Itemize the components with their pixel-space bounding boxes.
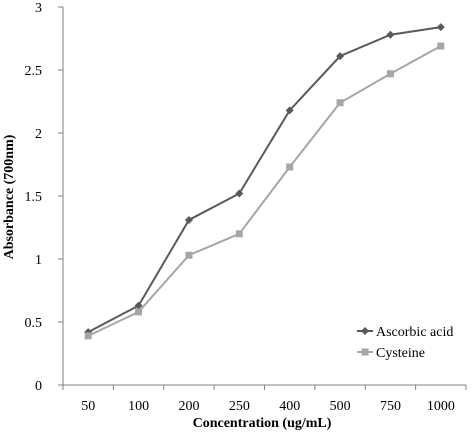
data-point-cysteine xyxy=(84,332,92,340)
x-tick-label: 1000 xyxy=(427,399,455,414)
x-tick-label: 500 xyxy=(330,399,351,414)
x-tick-label: 200 xyxy=(178,399,199,414)
data-point-cysteine xyxy=(235,230,243,238)
x-tick-label: 400 xyxy=(279,399,300,414)
series-ascorbic-acid xyxy=(84,23,445,337)
legend-item-cysteine: Cysteine xyxy=(357,346,425,361)
legend-label-ascorbic-acid: Ascorbic acid xyxy=(376,325,453,340)
x-axis-title: Concentration (ug/mL) xyxy=(193,416,332,431)
y-tick-label: 0.5 xyxy=(25,316,43,331)
y-axis-title: Absorbance (700nm) xyxy=(2,134,17,259)
data-point-ascorbic-acid xyxy=(336,52,345,61)
x-tick-label: 250 xyxy=(229,399,250,414)
data-point-cysteine xyxy=(437,42,445,50)
data-point-cysteine xyxy=(185,251,193,259)
series-line-cysteine xyxy=(87,45,442,337)
data-point-cysteine xyxy=(286,163,294,171)
legend-marker-cysteine xyxy=(361,348,369,356)
legend: Ascorbic acid Cysteine xyxy=(357,325,453,361)
axes xyxy=(58,6,467,390)
series-line-ascorbic-acid xyxy=(87,26,441,333)
ticks-layer: 0 0.5 1 1.5 2 2.5 3 50 100 200 250 400 500 750 1000 xyxy=(25,1,455,414)
legend-item-ascorbic-acid: Ascorbic acid xyxy=(357,325,453,340)
data-point-ascorbic-acid xyxy=(184,215,193,224)
x-tick-label: 50 xyxy=(81,399,95,414)
y-tick-label: 1 xyxy=(35,253,42,268)
data-point-ascorbic-acid xyxy=(436,23,445,32)
data-point-ascorbic-acid xyxy=(386,30,395,39)
y-tick-label: 0 xyxy=(35,379,42,394)
y-tick-label: 1.5 xyxy=(25,190,43,205)
y-tick-label: 2 xyxy=(35,127,42,142)
data-point-cysteine xyxy=(386,70,394,78)
legend-label-cysteine: Cysteine xyxy=(376,346,425,361)
data-point-cysteine xyxy=(336,99,344,107)
data-point-cysteine xyxy=(135,308,143,316)
data-point-ascorbic-acid xyxy=(235,189,244,198)
data-point-ascorbic-acid xyxy=(134,301,143,310)
series-cysteine xyxy=(84,42,445,340)
y-tick-label: 3 xyxy=(35,1,42,16)
series-layer xyxy=(84,23,445,340)
data-point-ascorbic-acid xyxy=(285,106,294,115)
x-tick-label: 100 xyxy=(128,399,149,414)
legend-marker-ascorbic-acid xyxy=(361,327,369,335)
y-tick-label: 2.5 xyxy=(25,64,43,79)
x-tick-label: 750 xyxy=(380,399,401,414)
